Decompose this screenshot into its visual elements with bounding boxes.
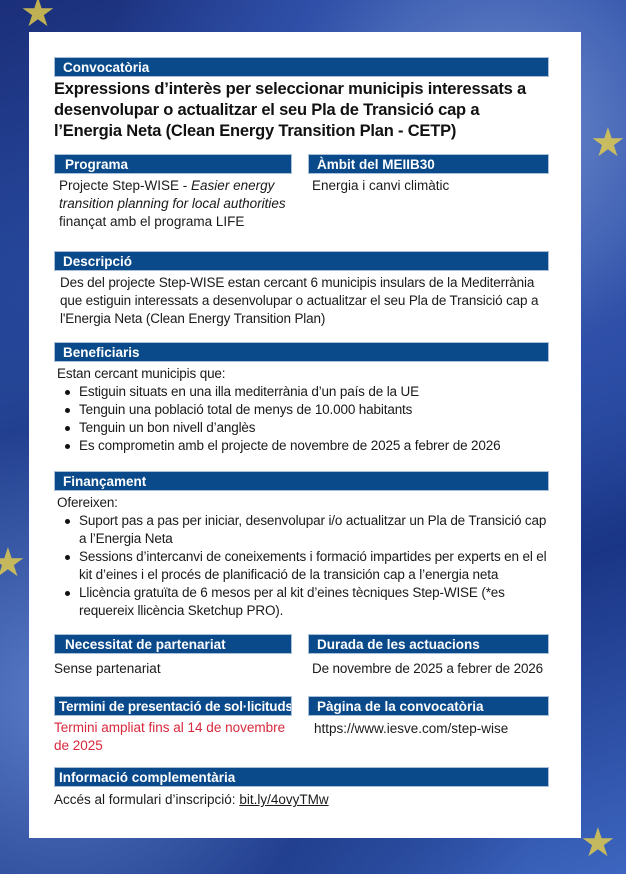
programa-suffix: finançat amb el programa LIFE xyxy=(59,214,245,229)
termini-text: Termini ampliat fins al 14 de novembre d… xyxy=(54,720,286,753)
informacio-text: Accés al formulari d’inscripció: bit.ly/… xyxy=(54,791,549,809)
programa-header: Programa xyxy=(54,154,292,174)
beneficiaris-body: Estan cercant municipis que: Estiguin si… xyxy=(54,365,549,455)
financament-list: Suport pas a pas per iniciar, desenvolup… xyxy=(57,512,549,620)
eu-star-decoration: ★ xyxy=(20,0,56,35)
ambit-header: Àmbit del MEIIB30 xyxy=(308,154,549,174)
beneficiaris-intro: Estan cercant municipis que: xyxy=(57,366,226,381)
list-item: Tenguin un bon nivell d’anglès xyxy=(57,419,549,437)
durada-section: Durada de les actuacions De novembre de … xyxy=(308,634,549,678)
durada-header: Durada de les actuacions xyxy=(308,634,549,654)
eu-star-decoration: ★ xyxy=(580,821,616,865)
programa-italic: Easier energy transition planning for lo… xyxy=(59,178,286,211)
ambit-text: Energia i canvi climàtic xyxy=(312,178,450,193)
list-item: Llicència gratuïta de 6 mesos per al kit… xyxy=(57,584,549,620)
informacio-header: Informació complementària xyxy=(54,767,549,787)
list-item: Sessions d’intercanvi de coneixements i … xyxy=(57,548,549,584)
partenariat-text: Sense partenariat xyxy=(54,661,161,676)
registration-form-link[interactable]: bit.ly/4ovyTMw xyxy=(239,792,329,807)
pagina-url[interactable]: https://www.iesve.com/step-wise xyxy=(314,721,509,736)
financament-header: Finançament xyxy=(54,471,549,491)
descripcio-section: Descripció Des del projecte Step-WISE es… xyxy=(54,251,549,328)
eu-star-decoration: ★ xyxy=(590,121,626,165)
informacio-label: Accés al formulari d’inscripció: xyxy=(54,792,240,807)
list-item: Estiguin situats en una illa mediterràni… xyxy=(57,383,549,401)
programa-text: Projecte Step-WISE - Easier energy trans… xyxy=(54,177,292,231)
descripcio-header: Descripció xyxy=(54,251,549,271)
partenariat-section: Necessitat de partenariat Sense partenar… xyxy=(54,634,292,678)
programa-ambit-row: Programa Projecte Step-WISE - Easier ene… xyxy=(54,154,549,231)
call-content: Convocatòria Expressions d’interès per s… xyxy=(54,57,549,809)
pagina-header: Pàgina de la convocatòria xyxy=(308,696,549,716)
programa-prefix: Projecte Step-WISE - xyxy=(59,178,192,193)
eu-star-decoration: ★ xyxy=(0,541,26,585)
pagina-section: Pàgina de la convocatòria https://www.ie… xyxy=(308,696,549,755)
durada-text: De novembre de 2025 a febrer de 2026 xyxy=(312,661,544,676)
termini-header: Termini de presentació de sol·licituds xyxy=(54,696,292,716)
financament-intro: Ofereixen: xyxy=(57,495,118,510)
informacio-section: Informació complementària Accés al formu… xyxy=(54,767,549,809)
partenariat-header: Necessitat de partenariat xyxy=(54,634,292,654)
financament-section: Finançament Ofereixen: Suport pas a pas … xyxy=(54,471,549,620)
beneficiaris-section: Beneficiaris Estan cercant municipis que… xyxy=(54,342,549,455)
termini-pagina-row: Termini de presentació de sol·licituds T… xyxy=(54,696,549,755)
ambit-section: Àmbit del MEIIB30 Energia i canvi climàt… xyxy=(308,154,549,231)
financament-body: Ofereixen: Suport pas a pas per iniciar,… xyxy=(54,494,549,620)
termini-section: Termini de presentació de sol·licituds T… xyxy=(54,696,292,755)
descripcio-text: Des del projecte Step-WISE estan cercant… xyxy=(60,275,539,326)
programa-section: Programa Projecte Step-WISE - Easier ene… xyxy=(54,154,292,231)
list-item: Es comprometin amb el projecte de novemb… xyxy=(57,437,549,455)
page-title: Expressions d’interès per seleccionar mu… xyxy=(54,80,527,140)
list-item: Suport pas a pas per iniciar, desenvolup… xyxy=(57,512,549,548)
convocatoria-header: Convocatòria xyxy=(54,57,549,77)
list-item: Tenguin una població total de menys de 1… xyxy=(57,401,549,419)
partenariat-durada-row: Necessitat de partenariat Sense partenar… xyxy=(54,634,549,678)
beneficiaris-header: Beneficiaris xyxy=(54,342,549,362)
beneficiaris-list: Estiguin situats en una illa mediterràni… xyxy=(57,383,549,455)
